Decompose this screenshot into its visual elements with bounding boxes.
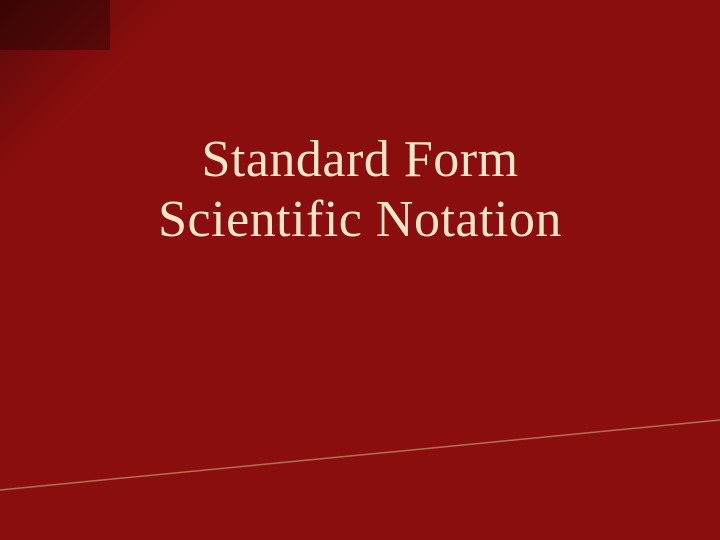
slide-container: Standard Form Scientific Notation xyxy=(0,0,720,540)
title-block: Standard Form Scientific Notation xyxy=(0,130,720,250)
corner-accent xyxy=(0,0,110,50)
title-line-2: Scientific Notation xyxy=(0,190,720,250)
title-line-1: Standard Form xyxy=(0,130,720,190)
decorative-diagonal-line xyxy=(0,0,720,540)
